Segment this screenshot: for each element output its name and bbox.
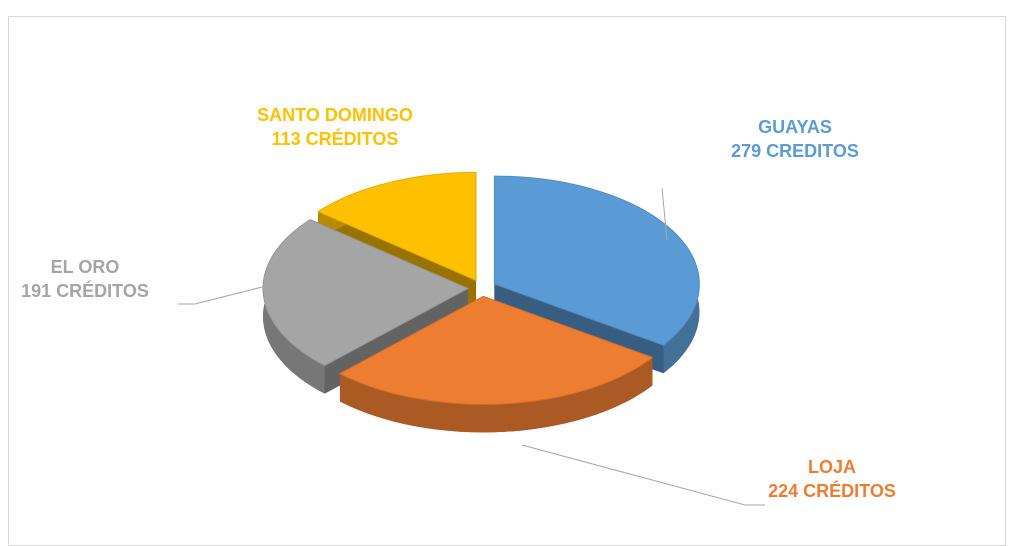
slice-top	[317, 171, 477, 282]
data-label: SANTO DOMINGO 113 CRÉDITOS	[255, 103, 415, 151]
slice-side	[339, 357, 653, 433]
category-label: GUAYAS	[758, 117, 832, 137]
pie-slice	[338, 295, 654, 433]
value-label: 191 CRÉDITOS	[21, 281, 149, 301]
data-label: LOJA 224 CRÉDITOS	[752, 455, 912, 503]
data-label: GUAYAS 279 CREDITOS	[715, 115, 875, 163]
leader-line	[178, 284, 271, 305]
value-label: 113 CRÉDITOS	[271, 129, 399, 149]
slice-top	[262, 219, 470, 367]
leader-line	[521, 444, 765, 506]
leader-line	[661, 187, 668, 241]
value-label: 279 CREDITOS	[731, 141, 859, 161]
slice-top	[493, 175, 700, 346]
category-label: SANTO DOMINGO	[257, 105, 413, 125]
value-label: 224 CRÉDITOS	[768, 481, 896, 501]
data-label: EL ORO 191 CRÉDITOS	[5, 255, 165, 303]
category-label: EL ORO	[50, 257, 120, 277]
category-label: LOJA	[807, 457, 856, 477]
slice-top	[338, 295, 654, 405]
